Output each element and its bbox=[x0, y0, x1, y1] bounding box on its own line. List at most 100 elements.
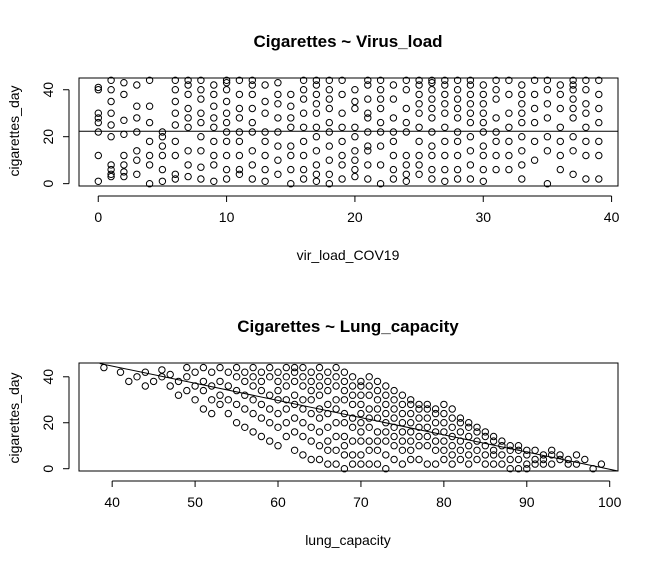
y-tick-label: 20 bbox=[40, 415, 56, 431]
data-point bbox=[365, 446, 373, 454]
x-tick-label: 100 bbox=[598, 494, 622, 510]
data-point bbox=[415, 442, 423, 450]
data-point bbox=[332, 363, 340, 372]
data-point bbox=[340, 368, 349, 376]
data-point bbox=[274, 114, 282, 122]
data-point bbox=[518, 147, 526, 155]
data-point bbox=[171, 151, 180, 160]
data-point bbox=[466, 109, 475, 117]
data-point bbox=[248, 90, 257, 99]
data-point bbox=[428, 114, 436, 122]
data-point bbox=[266, 437, 274, 445]
data-point bbox=[210, 177, 218, 186]
data-point bbox=[274, 409, 282, 418]
x-axis-label: lung_capacity bbox=[305, 532, 391, 548]
data-point bbox=[428, 165, 436, 174]
data-point bbox=[158, 151, 167, 160]
data-point bbox=[364, 81, 372, 89]
data-point bbox=[423, 460, 431, 468]
data-point bbox=[184, 172, 192, 181]
data-point bbox=[402, 177, 410, 186]
data-point bbox=[364, 161, 372, 169]
data-point bbox=[453, 76, 462, 85]
data-point bbox=[307, 386, 315, 395]
data-point bbox=[266, 363, 274, 372]
data-point bbox=[415, 100, 423, 108]
data-point bbox=[514, 446, 523, 454]
data-point bbox=[94, 109, 103, 117]
data-point bbox=[453, 175, 462, 183]
data-point bbox=[582, 86, 590, 94]
data-point bbox=[120, 151, 128, 160]
data-point bbox=[456, 446, 465, 454]
data-point bbox=[184, 90, 192, 99]
data-point bbox=[141, 368, 150, 376]
data-point bbox=[174, 391, 183, 399]
data-point bbox=[365, 437, 373, 445]
data-point bbox=[107, 76, 115, 85]
data-point bbox=[364, 128, 372, 136]
data-point bbox=[518, 109, 526, 117]
data-point bbox=[440, 409, 448, 418]
data-point bbox=[208, 382, 216, 390]
data-point bbox=[197, 109, 205, 117]
data-point bbox=[492, 76, 500, 85]
data-point bbox=[171, 121, 180, 129]
data-point bbox=[415, 90, 423, 99]
data-point bbox=[235, 137, 244, 146]
data-point bbox=[141, 382, 150, 390]
data-point bbox=[431, 446, 440, 454]
data-point bbox=[569, 86, 577, 94]
data-point bbox=[453, 165, 462, 174]
data-point bbox=[282, 419, 290, 427]
data-point bbox=[492, 128, 500, 136]
data-point bbox=[287, 165, 295, 174]
data-point bbox=[149, 377, 158, 386]
data-point bbox=[210, 151, 218, 160]
data-point bbox=[287, 180, 295, 188]
data-point bbox=[531, 446, 539, 454]
data-point bbox=[376, 104, 385, 113]
data-point bbox=[266, 391, 274, 399]
data-point bbox=[492, 95, 500, 103]
data-point bbox=[299, 151, 308, 160]
data-point bbox=[348, 437, 357, 445]
data-point bbox=[120, 79, 128, 87]
data-point bbox=[248, 104, 257, 113]
data-point bbox=[569, 114, 577, 122]
data-point bbox=[307, 409, 315, 418]
data-point bbox=[241, 368, 249, 376]
data-point bbox=[402, 170, 410, 179]
data-point bbox=[518, 90, 526, 99]
data-point bbox=[340, 419, 349, 427]
data-point bbox=[466, 147, 475, 155]
data-point bbox=[208, 368, 216, 376]
data-point bbox=[299, 123, 308, 132]
x-axis-label: vir_load_COV19 bbox=[297, 247, 400, 263]
data-point bbox=[365, 405, 373, 413]
data-point bbox=[166, 382, 174, 390]
chart-title: Cigarettes ~ Virus_load bbox=[253, 32, 442, 51]
data-point bbox=[505, 137, 513, 146]
data-point bbox=[564, 460, 572, 468]
data-point bbox=[365, 423, 373, 431]
data-point bbox=[348, 382, 357, 390]
data-point bbox=[184, 81, 192, 89]
data-point bbox=[191, 382, 199, 390]
data-point bbox=[423, 432, 431, 441]
data-point bbox=[312, 177, 321, 186]
x-tick-label: 40 bbox=[104, 494, 120, 510]
x-tick-label: 40 bbox=[604, 209, 620, 225]
data-point bbox=[191, 368, 199, 376]
data-point bbox=[481, 451, 489, 459]
data-point bbox=[595, 76, 603, 85]
data-point bbox=[94, 151, 103, 160]
data-point bbox=[241, 423, 249, 431]
data-point bbox=[171, 170, 180, 179]
x-tick-label: 70 bbox=[353, 494, 369, 510]
data-point bbox=[338, 123, 346, 132]
data-point bbox=[466, 161, 475, 169]
data-point bbox=[299, 405, 307, 413]
data-point bbox=[479, 165, 487, 174]
data-point bbox=[312, 147, 321, 155]
